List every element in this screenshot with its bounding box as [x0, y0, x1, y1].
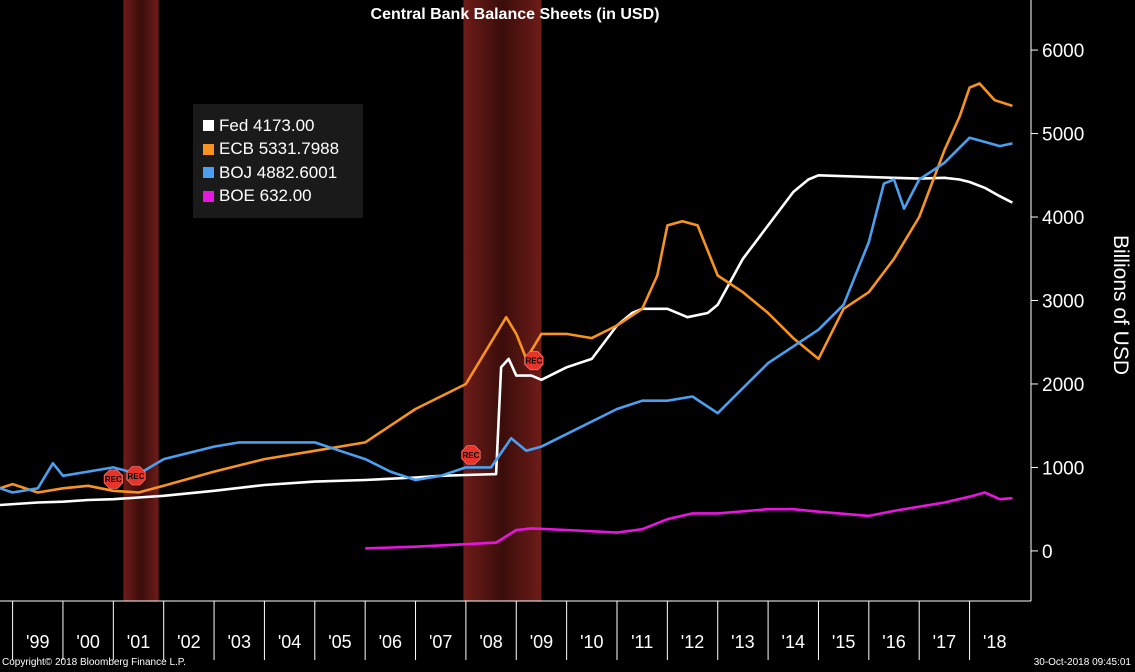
x-tick-label: '99 — [26, 632, 49, 652]
x-tick-label: '13 — [731, 632, 754, 652]
copyright-text: Copyright© 2018 Bloomberg Finance L.P. — [2, 657, 186, 668]
recession-marker-label: REC — [525, 357, 542, 366]
legend-item-boe: BOE 632.00 — [203, 185, 363, 209]
legend-value-ecb: 5331.7988 — [258, 139, 340, 159]
series-lines — [0, 82, 1013, 550]
x-tick-label: '08 — [479, 632, 502, 652]
x-tick-label: '12 — [681, 632, 704, 652]
x-tick-label: '00 — [76, 632, 99, 652]
legend-item-ecb: ECB 5331.7988 — [203, 138, 363, 162]
axes: 0 1000 2000 3000 4000 5000 6000 '99 '00 '01 '02 '03… — [0, 0, 1084, 660]
legend-value-fed: 4173.00 — [253, 115, 315, 135]
x-tick-label: '02 — [177, 632, 200, 652]
legend-item-boj: BOJ 4882.6001 — [203, 161, 363, 185]
chart-title: Central Bank Balance Sheets (in USD) — [370, 6, 660, 23]
legend-value-boj: 4882.6001 — [256, 162, 338, 182]
y-tick-label: 0 — [1042, 542, 1053, 563]
recession-bands — [123, 0, 542, 601]
series-line-boe — [365, 491, 1013, 550]
recession-marker-3 — [524, 351, 544, 371]
recession-marker-0 — [103, 469, 123, 489]
series-line-ecb — [0, 82, 1013, 494]
x-tick-label: '10 — [580, 632, 603, 652]
recession-markers: REC REC REC REC — [103, 351, 544, 489]
legend-swatch-fed — [203, 120, 214, 132]
y-tick-label: 4000 — [1042, 208, 1084, 229]
y-tick-label: 1000 — [1042, 458, 1084, 479]
legend-label-ecb: ECB — [219, 139, 254, 159]
x-tick-label: '09 — [530, 632, 553, 652]
x-tick-label: '14 — [782, 632, 805, 652]
timestamp-text: 30-Oct-2018 09:45:01 — [1033, 657, 1131, 668]
x-tick-label: '15 — [832, 632, 855, 652]
series-line-boj — [0, 136, 1013, 494]
recession-marker-2 — [461, 445, 481, 465]
legend-swatch-boj — [203, 167, 214, 179]
x-tick-label: '01 — [127, 632, 150, 652]
recession-marker-label: REC — [105, 475, 122, 484]
y-tick-label: 5000 — [1042, 125, 1084, 146]
recession-band-1 — [463, 0, 542, 601]
x-tick-label: '04 — [278, 632, 301, 652]
legend-swatch-boe — [203, 190, 214, 202]
x-tick-label: '17 — [933, 632, 956, 652]
x-tick-label: '18 — [983, 632, 1006, 652]
y-tick-label: 2000 — [1042, 375, 1084, 396]
legend-label-boe: BOE — [219, 186, 255, 206]
y-tick-label: 3000 — [1042, 292, 1084, 313]
recession-marker-label: REC — [462, 451, 479, 460]
x-tick-label: '03 — [228, 632, 251, 652]
x-tick-label: '16 — [882, 632, 905, 652]
legend-swatch-ecb — [203, 143, 214, 155]
recession-band-0 — [123, 0, 159, 601]
x-tick-label: '05 — [328, 632, 351, 652]
legend-label-boj: BOJ — [219, 162, 253, 182]
legend-label-fed: Fed — [219, 115, 249, 135]
recession-marker-1 — [126, 466, 146, 486]
legend: Fed 4173.00 ECB 5331.7988 BOJ 4882.6001 … — [193, 104, 363, 218]
series-line-fed — [0, 174, 1013, 507]
legend-item-fed: Fed 4173.00 — [203, 114, 363, 138]
x-tick-label: '11 — [631, 632, 653, 652]
x-tick-label: '07 — [429, 632, 452, 652]
y-tick-label: 6000 — [1042, 41, 1084, 62]
y-axis-label: Billions of USD — [1109, 234, 1132, 376]
legend-value-boe: 632.00 — [259, 186, 312, 206]
x-tick-label: '06 — [379, 632, 402, 652]
recession-marker-label: REC — [128, 472, 145, 481]
